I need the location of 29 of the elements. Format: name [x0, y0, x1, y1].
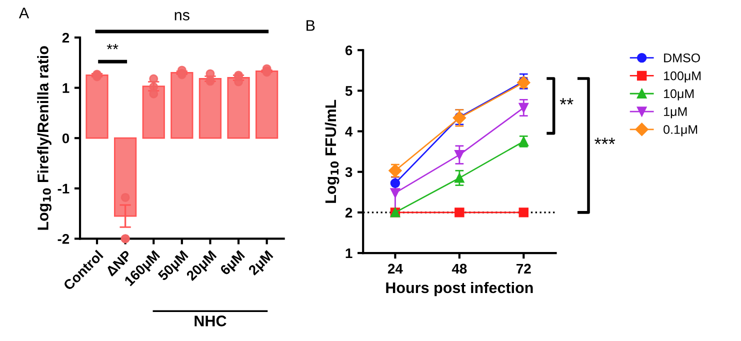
text: ***	[594, 138, 616, 144]
y-tick-label: 4	[345, 126, 353, 136]
legend-label: 10μM	[664, 89, 694, 100]
x-tick-label: 24	[388, 264, 403, 274]
x-tick-label: 72	[516, 264, 531, 274]
y-tick-label: 6	[345, 45, 352, 56]
y-axis-title: Log$_{10}$ FFU/mL	[324, 100, 340, 203]
legend-label: DMSO	[664, 53, 700, 62]
text: NHC	[194, 316, 226, 326]
x-tick-label: 48	[452, 264, 467, 274]
y-tick-label: 1	[62, 83, 70, 93]
annotation: **	[106, 44, 118, 50]
legend-label: 1μM	[664, 107, 687, 118]
y-tick-label: 2	[345, 208, 352, 218]
y-tick-label: -2	[58, 234, 70, 244]
text: **	[560, 98, 574, 105]
y-tick-label: -1	[58, 184, 70, 194]
chart-title: B	[306, 20, 315, 31]
y-tick-label: 0	[62, 133, 70, 144]
y-axis-title: Log$_{10}$ Firefly/Renilla ratio	[37, 46, 52, 230]
y-tick-label: 2	[62, 32, 70, 43]
text: ns	[174, 12, 190, 20]
y-tick-label: 1	[346, 248, 352, 258]
x-axis-title: Hours post infection	[386, 282, 533, 296]
legend-label: 100μM	[664, 71, 701, 82]
legend-label: 0.1μM	[664, 125, 698, 136]
chart-title: A	[18, 8, 30, 18]
y-tick-label: 5	[345, 86, 352, 96]
y-tick-label: 3	[345, 167, 352, 178]
